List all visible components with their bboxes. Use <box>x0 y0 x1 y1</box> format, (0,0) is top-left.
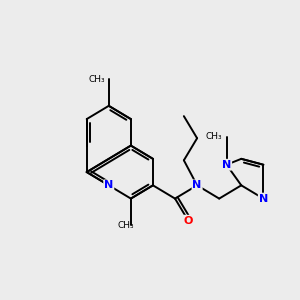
Text: N: N <box>104 180 113 190</box>
Text: N: N <box>222 160 231 170</box>
Text: O: O <box>184 216 193 226</box>
Text: N: N <box>193 180 202 190</box>
Text: CH₃: CH₃ <box>206 132 222 141</box>
Text: CH₃: CH₃ <box>118 220 134 230</box>
Text: N: N <box>259 194 268 204</box>
Text: CH₃: CH₃ <box>88 75 105 84</box>
